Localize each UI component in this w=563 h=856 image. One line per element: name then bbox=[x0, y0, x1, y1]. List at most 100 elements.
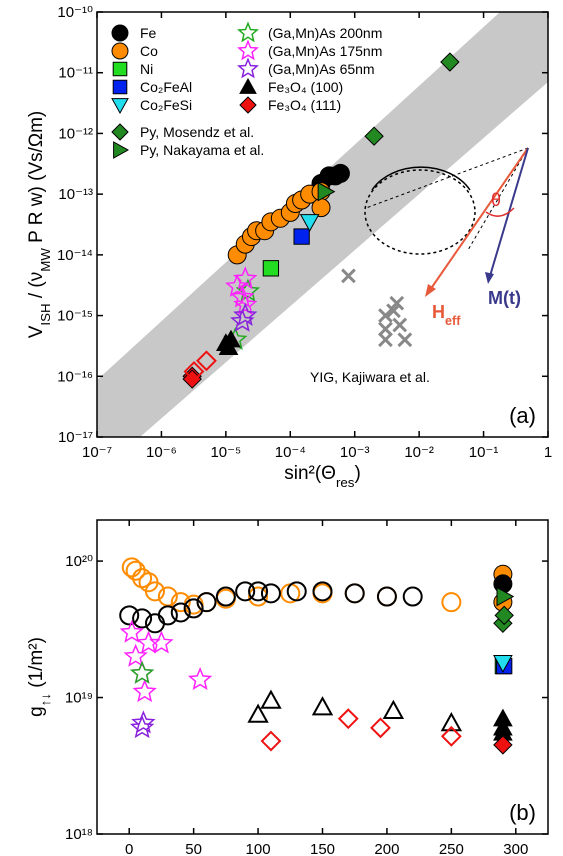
legend-label: Fe₃O₄ (100) bbox=[268, 79, 343, 95]
data-point bbox=[230, 308, 255, 332]
label-part: ↑↓ bbox=[38, 693, 53, 706]
label-part: (t) bbox=[503, 288, 521, 308]
y-tick-label: 10⁻¹² bbox=[58, 125, 93, 142]
inset-theta: θ bbox=[491, 190, 501, 210]
legend-label: Co₂FeAl bbox=[140, 79, 192, 95]
data-point bbox=[129, 660, 155, 684]
data-point bbox=[183, 594, 204, 615]
data-point bbox=[493, 655, 513, 673]
x-tick-label: 50 bbox=[185, 841, 202, 856]
label-part: g bbox=[26, 706, 47, 717]
label-part: (1/m²) bbox=[26, 637, 47, 693]
data-point bbox=[125, 560, 146, 581]
data-point bbox=[260, 689, 282, 709]
data-point bbox=[248, 586, 269, 607]
data-point bbox=[132, 679, 157, 703]
plot-frame bbox=[96, 11, 549, 438]
x-tick-label: 300 bbox=[503, 841, 528, 856]
data-point bbox=[441, 592, 462, 613]
data-point bbox=[121, 557, 142, 578]
data-point bbox=[496, 586, 515, 607]
data-point bbox=[370, 717, 391, 739]
data-point bbox=[247, 703, 269, 723]
legend-label: (Ga,Mn)As 200nm bbox=[268, 25, 382, 41]
legend-label: (Ga,Mn)As 175nm bbox=[268, 43, 382, 59]
x-tick-label: 10⁻⁵ bbox=[210, 444, 241, 461]
data-point bbox=[317, 181, 336, 202]
label-part: / (ν bbox=[26, 272, 47, 304]
legend-marker bbox=[111, 24, 129, 42]
legend-label: Co bbox=[140, 43, 158, 59]
legend-label: Fe₃O₄ (111) bbox=[268, 97, 341, 113]
data-point bbox=[235, 581, 256, 602]
plot-frame bbox=[96, 519, 549, 835]
data-point bbox=[235, 278, 261, 302]
annotation: YIG, Kajiwara et al. bbox=[310, 369, 430, 385]
data-point bbox=[248, 581, 269, 602]
x-tick-label: 10⁻⁶ bbox=[146, 444, 177, 461]
data-point bbox=[170, 602, 191, 623]
data-point bbox=[389, 295, 405, 311]
data-point bbox=[364, 126, 384, 146]
label-part: sin²(Θ bbox=[284, 463, 336, 484]
label-part: P R w) (Vs/Ωm) bbox=[26, 111, 47, 248]
legend-marker bbox=[112, 61, 128, 77]
data-point bbox=[376, 586, 397, 607]
data-point bbox=[132, 608, 153, 629]
y-tick-label: 10⁻¹⁶ bbox=[57, 368, 93, 385]
legend-marker bbox=[239, 96, 257, 114]
y-axis-label: g↑↓ (1/m²) bbox=[26, 637, 53, 717]
data-point bbox=[129, 715, 155, 739]
data-point bbox=[131, 710, 156, 734]
data-point bbox=[119, 605, 140, 626]
legend-label: Co₂FeSi bbox=[140, 97, 192, 113]
y-tick-label: 10¹⁹ bbox=[65, 690, 93, 707]
data-point bbox=[440, 52, 460, 72]
legend-marker bbox=[111, 98, 129, 115]
data-point bbox=[392, 317, 408, 333]
label-part: ISH bbox=[38, 303, 53, 325]
data-point bbox=[225, 273, 250, 297]
legend-label: Py, Nakayama et al. bbox=[140, 142, 264, 158]
data-point bbox=[378, 332, 393, 348]
x-tick-label: 10⁻² bbox=[404, 444, 434, 461]
data-point bbox=[312, 581, 333, 602]
inset-h-label: Heff bbox=[432, 302, 461, 328]
inset-diagram bbox=[364, 147, 529, 297]
label-part: ) bbox=[354, 463, 360, 484]
data-point bbox=[233, 266, 258, 290]
panel-label: (a) bbox=[509, 403, 536, 428]
data-point bbox=[233, 302, 258, 326]
data-point bbox=[196, 350, 217, 372]
y-tick-label: 10⁻¹¹ bbox=[58, 65, 93, 82]
data-point bbox=[397, 332, 413, 348]
inset-m-label: M(t) bbox=[488, 288, 521, 308]
x-tick-label: 10⁻¹ bbox=[469, 444, 499, 461]
data-point bbox=[311, 198, 331, 218]
legend-marker bbox=[237, 21, 259, 43]
data-point bbox=[218, 337, 239, 356]
data-point bbox=[494, 605, 514, 626]
legend-marker bbox=[112, 79, 128, 95]
data-point bbox=[262, 260, 280, 277]
legend-marker bbox=[237, 39, 259, 61]
label-part: eff bbox=[445, 314, 461, 328]
data-point bbox=[183, 361, 205, 382]
legend-label: Ni bbox=[140, 61, 153, 77]
x-tick-label: 250 bbox=[439, 841, 464, 856]
data-point bbox=[170, 592, 191, 613]
legend-label: (Ga,Mn)As 65nm bbox=[268, 61, 375, 77]
x-tick-label: 200 bbox=[374, 841, 399, 856]
data-point bbox=[183, 598, 204, 619]
data-point bbox=[311, 696, 334, 716]
y-tick-label: 10⁻¹⁵ bbox=[57, 308, 93, 325]
data-point bbox=[378, 321, 393, 337]
data-point bbox=[344, 583, 365, 604]
data-point bbox=[386, 303, 401, 319]
data-point bbox=[157, 605, 178, 626]
legend-label: Py, Mosendz et al. bbox=[140, 124, 254, 140]
legend-marker bbox=[111, 42, 129, 60]
y-tick-label: 10⁻¹³ bbox=[58, 186, 93, 203]
legend-label: Fe bbox=[140, 25, 157, 41]
